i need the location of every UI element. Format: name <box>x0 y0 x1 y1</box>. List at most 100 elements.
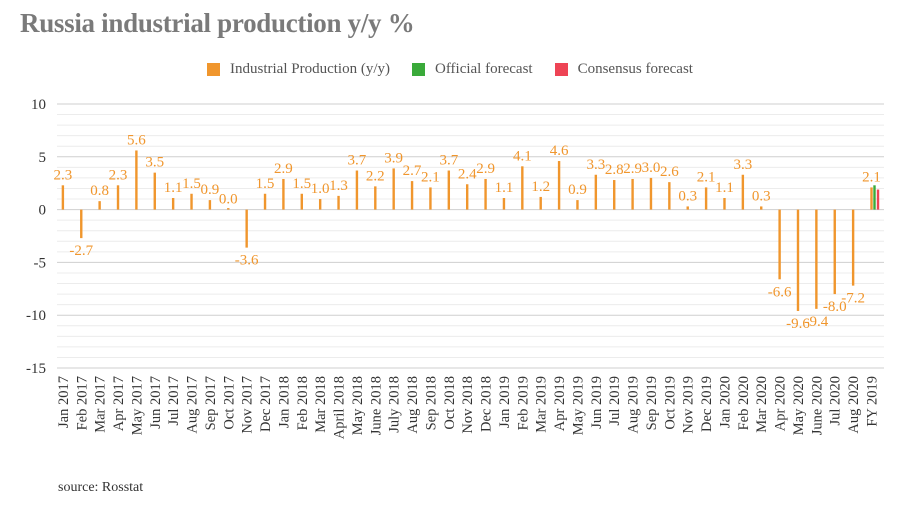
y-tick-label: 5 <box>39 150 47 166</box>
data-label-industrial-production: 2.1 <box>697 169 716 185</box>
x-tick-label: May 2017 <box>129 376 145 435</box>
x-tick-label: Aug 2017 <box>185 376 201 434</box>
data-label-industrial-production: 1.1 <box>715 180 734 196</box>
bar-industrial-production <box>282 178 285 210</box>
legend-item-consensus-forecast: Consensus forecast <box>554 58 693 80</box>
data-label-industrial-production: 5.6 <box>127 132 146 148</box>
x-tick-label: Feb 2020 <box>736 376 752 430</box>
x-tick-label: Mar 2018 <box>313 376 329 433</box>
bar-industrial-production <box>263 193 267 210</box>
y-tick-label: 10 <box>31 97 46 113</box>
data-label-industrial-production: 0.9 <box>568 182 587 198</box>
data-label-industrial-production: 0.3 <box>678 188 697 204</box>
legend-swatch-industrial-production <box>207 62 220 76</box>
x-tick-label: Mar 2019 <box>534 376 550 433</box>
x-tick-label: Apr 2019 <box>552 376 568 431</box>
data-label-industrial-production: -8.0 <box>823 299 847 315</box>
data-label-industrial-production: 0.9 <box>201 182 220 198</box>
bar-official-forecast <box>873 185 876 210</box>
x-tick-label: Nov 2018 <box>460 376 476 434</box>
bar-industrial-production <box>815 209 818 309</box>
data-label-industrial-production: 2.9 <box>623 161 642 177</box>
bar-industrial-production <box>502 197 506 210</box>
bar-industrial-production <box>778 209 781 280</box>
legend-swatch-official-forecast <box>411 62 425 76</box>
data-label-industrial-production: 2.9 <box>274 161 293 177</box>
x-tick-label: Mar 2020 <box>754 376 770 433</box>
bar-industrial-production <box>521 166 524 210</box>
bar-industrial-production <box>760 206 763 210</box>
bar-industrial-production <box>613 180 616 210</box>
x-tick-label: Apr 2020 <box>773 376 789 431</box>
data-label-industrial-production: 1.2 <box>531 179 550 195</box>
data-label-industrial-production: 3.5 <box>145 155 164 171</box>
x-tick-label: April 2018 <box>332 376 348 439</box>
bar-industrial-production <box>631 178 634 210</box>
x-tick-label: Feb 2017 <box>74 376 90 430</box>
bar-industrial-production <box>465 184 469 210</box>
data-label-industrial-production: 3.7 <box>348 153 367 169</box>
data-label-industrial-production: 2.1 <box>862 169 881 185</box>
data-label-industrial-production: 2.8 <box>605 162 624 178</box>
bar-industrial-production <box>190 193 193 210</box>
x-tick-label: Apr 2017 <box>111 376 127 431</box>
x-tick-label: Oct 2018 <box>442 376 458 430</box>
bar-industrial-production <box>392 168 395 210</box>
bar-industrial-production <box>153 172 156 210</box>
x-tick-label: Jul 2020 <box>828 376 844 426</box>
bar-industrial-production <box>135 150 138 210</box>
bar-industrial-production <box>796 209 800 311</box>
x-tick-label: Aug 2020 <box>846 376 862 434</box>
bar-industrial-production <box>447 170 451 210</box>
bar-industrial-production <box>61 185 65 210</box>
bar-industrial-production <box>116 185 120 210</box>
x-tick-label: Sep 2019 <box>644 376 660 430</box>
data-label-industrial-production: 4.6 <box>550 143 569 159</box>
chart-title: Russia industrial production y/y % <box>20 8 415 38</box>
data-label-industrial-production: 0.0 <box>219 192 238 208</box>
x-tick-label: Sep 2017 <box>203 376 219 430</box>
bar-industrial-production <box>576 200 579 210</box>
x-tick-label: May 2019 <box>570 376 586 435</box>
x-tick-label: Jan 2018 <box>276 376 292 428</box>
x-tick-label: May 2020 <box>791 376 807 435</box>
x-tick-label: Dec 2019 <box>699 376 715 432</box>
data-label-industrial-production: 3.9 <box>384 150 403 166</box>
bar-consensus-forecast <box>876 189 880 210</box>
bar-industrial-production <box>557 161 561 210</box>
x-tick-label: Nov 2017 <box>240 376 256 434</box>
data-label-industrial-production: 0.8 <box>90 183 109 199</box>
bar-industrial-production <box>410 181 414 210</box>
data-label-industrial-production: 3.0 <box>642 160 661 176</box>
bar-industrial-production <box>851 209 855 286</box>
x-tick-label: Jun 2017 <box>148 376 164 429</box>
x-tick-label: FY 2019 <box>865 376 881 427</box>
y-tick-label: -10 <box>26 308 46 324</box>
bar-industrial-production <box>741 174 745 210</box>
bar-industrial-production <box>704 187 708 210</box>
x-tick-label: July 2018 <box>387 376 403 433</box>
legend-item-industrial-production: Industrial Production (y/y) <box>207 58 390 80</box>
data-label-industrial-production: 1.5 <box>182 176 201 192</box>
x-tick-label: Jan 2019 <box>497 376 513 428</box>
x-tick-label: Jul 2019 <box>607 376 623 426</box>
bar-industrial-production <box>355 170 359 210</box>
bar-industrial-production <box>723 197 726 210</box>
chart-legend: Industrial Production (y/y) Official for… <box>0 58 900 80</box>
x-tick-label: Aug 2018 <box>405 376 421 434</box>
data-label-industrial-production: 1.0 <box>311 181 330 197</box>
data-label-industrial-production: -9.6 <box>786 316 810 332</box>
data-label-industrial-production: 1.5 <box>292 176 311 192</box>
legend-item-official-forecast: Official forecast <box>411 58 533 80</box>
x-tick-label: Jul 2017 <box>166 376 182 426</box>
x-tick-label: Dec 2018 <box>479 376 495 432</box>
data-label-industrial-production: 1.1 <box>495 180 514 196</box>
data-label-industrial-production: -3.6 <box>235 253 259 269</box>
data-label-industrial-production: 3.3 <box>733 157 752 173</box>
bar-industrial-production <box>484 178 487 210</box>
x-tick-label: Sep 2018 <box>423 376 439 430</box>
x-tick-label: Oct 2019 <box>662 376 678 430</box>
x-tick-label: Feb 2018 <box>295 376 311 430</box>
legend-label-official-forecast: Official forecast <box>434 60 533 77</box>
x-tick-label: Jan 2020 <box>717 376 733 428</box>
